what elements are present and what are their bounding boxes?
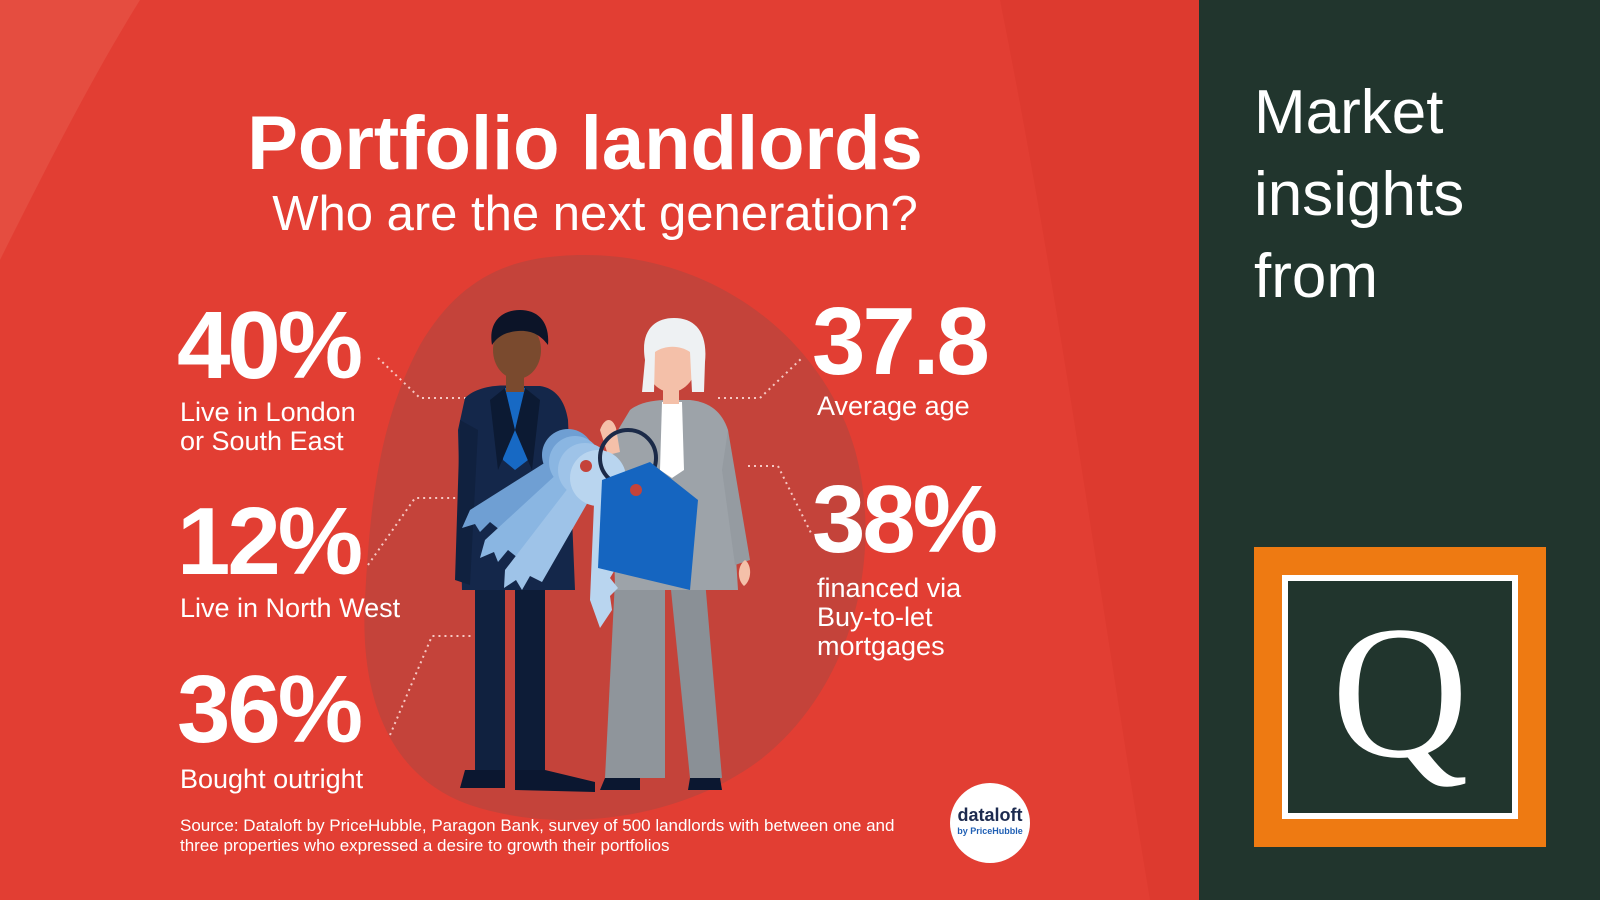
q-logo: Q <box>1254 547 1546 847</box>
stat-north-west-label: Live in North West <box>180 593 401 623</box>
stat-outright-value: 36% <box>177 656 363 763</box>
sidebar-panel: Market insights from Q <box>1199 0 1600 900</box>
stat-age-value: 37.8 <box>812 288 990 395</box>
q-logo-letter: Q <box>1331 588 1468 798</box>
stat-outright-label: Bought outright <box>180 764 364 794</box>
background-arc-shape <box>0 0 140 260</box>
page-subtitle: Who are the next generation? <box>272 187 918 241</box>
q-logo-inner: Q <box>1282 575 1518 819</box>
q-logo-icon: Q <box>1331 588 1468 798</box>
market-insights-heading: Market insights from <box>1254 78 1465 311</box>
dataloft-logo-badge: dataloft by PriceHubble <box>950 783 1030 863</box>
page-title: Portfolio landlords <box>247 101 923 186</box>
dataloft-logo-sub: by PriceHubble <box>957 826 1023 836</box>
dataloft-logo-name: dataloft <box>957 805 1023 825</box>
stat-north-west-value: 12% <box>177 488 363 595</box>
stat-london-label: Live in London or South East <box>180 397 356 456</box>
keys-bunch <box>462 428 698 628</box>
house-tag-shape <box>598 462 698 590</box>
stat-age-label: Average age <box>817 391 970 421</box>
infographic-panel: Portfolio landlords Who are the next gen… <box>0 0 1199 900</box>
stat-financed-label: financed via Buy-to-let mortgages <box>817 573 962 661</box>
illustration-landlords-with-keys <box>0 0 1199 900</box>
dotted-connector-lines <box>367 357 813 736</box>
stat-financed-value: 38% <box>812 466 998 573</box>
background-arc-shape <box>1000 0 1199 900</box>
stat-london-value: 40% <box>177 292 363 399</box>
man-figure <box>455 310 595 792</box>
source-note: Source: Dataloft by PriceHubble, Paragon… <box>180 816 895 855</box>
